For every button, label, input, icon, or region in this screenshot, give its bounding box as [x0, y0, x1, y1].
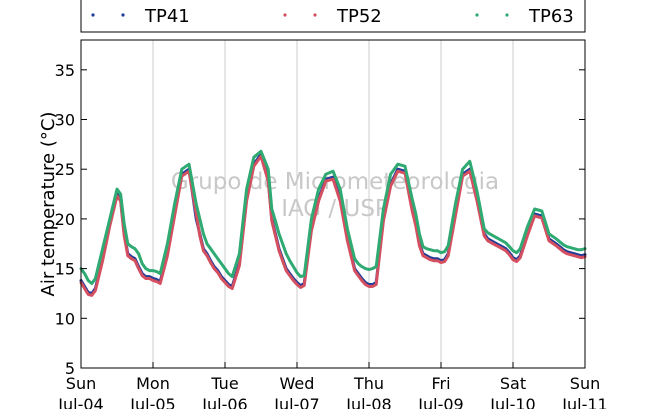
legend: TP41 TP52 TP63 — [80, 0, 586, 33]
y-tick-label: 20 — [55, 210, 75, 229]
x-tick-label-date: Jul-04 — [57, 395, 103, 409]
x-tick-label-weekday: Fri — [431, 374, 450, 393]
legend-marker — [505, 13, 509, 17]
series-layer — [79, 149, 587, 297]
legend-label-tp63: TP63 — [528, 6, 574, 27]
vertical-gridlines — [152, 40, 514, 368]
y-axis-label: Air temperature (°C) — [38, 112, 59, 297]
x-tick-label-date: Jul-07 — [273, 395, 319, 409]
x-tick-label-weekday: Wed — [280, 374, 315, 393]
x-axis: Sun Jul-04 Mon Jul-05 Tue Jul-06 Wed Jul-07 Thu J… — [57, 362, 608, 409]
y-tick-label: 10 — [55, 309, 75, 328]
legend-marker — [313, 13, 317, 17]
y-tick-label: 25 — [55, 160, 75, 179]
legend-label-tp41: TP41 — [144, 6, 190, 27]
legend-marker — [91, 13, 95, 17]
x-tick-label-weekday: Sat — [500, 374, 526, 393]
x-tick-label-weekday: Thu — [353, 374, 384, 393]
x-tick-label-weekday: Sun — [66, 374, 96, 393]
legend-marker — [475, 13, 479, 17]
legend-marker — [283, 13, 287, 17]
y-axis: 5 10 15 20 25 30 35 — [55, 61, 585, 378]
legend-marker — [121, 13, 125, 17]
y-tick-label: 5 — [65, 359, 75, 378]
x-tick-label-weekday: Tue — [210, 374, 238, 393]
x-tick-label-date: Jul-10 — [489, 395, 535, 409]
y-tick-label: 35 — [55, 61, 75, 80]
x-tick-label-date: Jul-08 — [345, 395, 391, 409]
x-tick-label-date: Jul-05 — [129, 395, 175, 409]
watermark-line-2: IAG / USP — [281, 196, 389, 222]
series-line-tp63 — [79, 149, 587, 285]
legend-label-tp52: TP52 — [336, 6, 382, 27]
watermark: Grupo de Micrometeorologia IAG / USP — [171, 169, 499, 222]
plot-frame — [80, 39, 586, 369]
legend-frame — [80, 0, 586, 33]
x-tick-label-weekday: Mon — [136, 374, 170, 393]
x-tick-label-weekday: Sun — [570, 374, 600, 393]
x-tick-label-date: Jul-11 — [561, 395, 607, 409]
x-tick-label-date: Jul-06 — [201, 395, 247, 409]
y-tick-label: 30 — [55, 111, 75, 130]
series-line-tp52 — [79, 154, 587, 297]
x-tick-label-date: Jul-09 — [417, 395, 463, 409]
y-tick-label: 15 — [55, 260, 75, 279]
